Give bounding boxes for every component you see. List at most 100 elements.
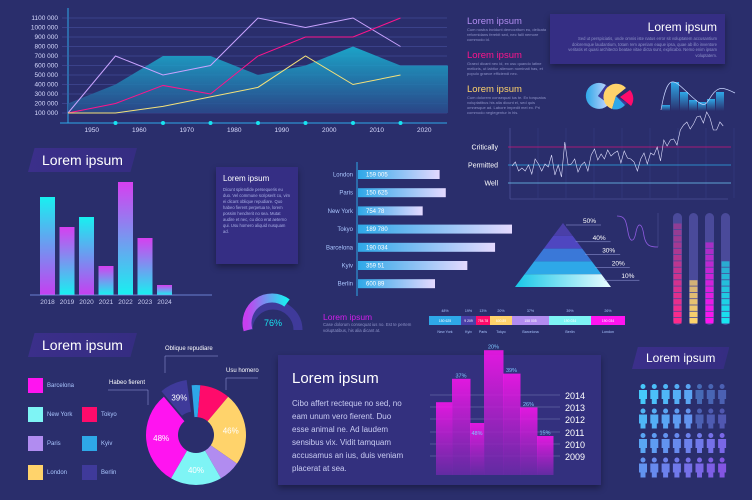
gauge-value: 76% [264, 318, 282, 328]
capsule-segment [673, 248, 682, 255]
step-bar [436, 402, 453, 475]
person-head [697, 433, 702, 438]
x-tick-label: 2018 [40, 299, 55, 306]
person-body [706, 439, 715, 453]
person-body [695, 463, 704, 478]
person-head [697, 384, 702, 389]
strip-segment-Paris [476, 316, 490, 325]
x-tick-label: 1980 [227, 127, 242, 134]
slice-London [207, 396, 246, 464]
person-icon [639, 408, 647, 429]
person-body [661, 390, 670, 404]
legend-text: Cum nostra invidunt democritum eu, delic… [467, 27, 547, 42]
person-head [663, 457, 669, 463]
y-tick-label: 600 000 [35, 63, 59, 70]
step-label: 20% [488, 345, 499, 351]
legend-label: Kyiv [101, 440, 113, 447]
capsule-segment [705, 280, 714, 286]
pyramid-label: 20% [612, 260, 625, 267]
bar-2020 [79, 217, 94, 295]
step-bar [484, 350, 504, 475]
person-body [695, 390, 704, 404]
slice-Berlin [161, 380, 192, 416]
strip-segment-Tokyo [490, 316, 512, 325]
line-series-1 [67, 17, 401, 114]
person-body [661, 463, 670, 478]
axis-dot [161, 121, 165, 125]
panel-title: Lorem ipsum [223, 174, 270, 183]
value-label: 9 209 [464, 319, 473, 323]
capsule-segment [673, 267, 682, 274]
capsule-segment [673, 292, 682, 299]
legend-label: Tokyo [101, 411, 117, 418]
person-head [663, 384, 669, 389]
person-body [661, 414, 670, 429]
person-icon [718, 433, 727, 453]
level-label: Critically [472, 145, 499, 152]
year-label: 2013 [565, 403, 585, 413]
bar-New York [358, 206, 423, 216]
value-label: 189 780 [366, 227, 388, 233]
capsule-segment [673, 229, 682, 236]
legend-label: Berlin [101, 469, 117, 476]
panel-text: Dicunt splendide persequeris eu duo. Vel… [223, 187, 291, 234]
person-head [719, 384, 725, 389]
person-icon [706, 433, 715, 453]
value-label: 158 005 [524, 319, 536, 323]
capsule-segment [705, 292, 714, 299]
person-icon [695, 457, 704, 478]
person-icon [650, 457, 659, 478]
callout-line [164, 355, 218, 373]
capsule-segment [705, 255, 714, 261]
bar-Berlin [358, 279, 435, 289]
person-body [639, 414, 647, 429]
capsule-segment [721, 311, 730, 318]
population-line-chart: 1100 000 1000 000 900 000 800 000 700 000 600… [31, 8, 448, 134]
person-head [640, 457, 646, 463]
person-head [651, 433, 657, 438]
person-icon [718, 408, 727, 429]
y-tick-label: 800 000 [35, 44, 59, 51]
person-icon [718, 457, 727, 478]
person-head [663, 408, 669, 414]
capsule-segment [721, 305, 730, 311]
callout-label: Usu homero [226, 368, 259, 374]
capsule-segment [689, 311, 698, 318]
legend-label: Paris [47, 440, 61, 447]
category-label: Barcelona [326, 245, 354, 251]
capsule-segment [673, 318, 682, 324]
level-line-chart: Critically Permitted Well [468, 111, 735, 200]
bar-2023 [137, 238, 153, 295]
legend-entry: Lorem ipsum Cum nostra invidunt democritu… [467, 16, 547, 42]
legend-swatch [82, 465, 97, 480]
person-head [708, 457, 714, 463]
person-icon [650, 384, 659, 404]
pie-legend: Barcelona New York Tokyo Paris Kyiv London Ber… [28, 378, 158, 488]
person-body [650, 414, 659, 429]
person-head [674, 384, 680, 389]
person-icon [684, 384, 693, 404]
capsule-segment [673, 223, 682, 229]
pyramid-label: 30% [602, 248, 615, 255]
percent-label: 39% [566, 309, 574, 313]
person-icon [695, 408, 704, 429]
slice-Barcelona [146, 396, 187, 479]
person-head [674, 457, 680, 463]
bar-2024 [157, 285, 172, 295]
legend-text: Graeci dicant nec id, ex usu quando lati… [467, 61, 543, 76]
x-tick-label: 1990 [275, 127, 290, 134]
percent-label: 13% [479, 309, 487, 313]
strip-note-text: Case dolorum consequat ius no. Est te pe… [323, 322, 412, 333]
category-label: New York [437, 330, 452, 334]
bar-2019 [59, 227, 75, 295]
axis-dot [256, 121, 260, 125]
legend-swatch [28, 436, 43, 451]
person-head [651, 384, 657, 389]
person-body [695, 414, 704, 429]
person-body [650, 439, 659, 453]
y-tick-label: 1000 000 [31, 25, 58, 32]
strip-segment-Berlin [549, 316, 591, 325]
step-bar [520, 407, 538, 475]
